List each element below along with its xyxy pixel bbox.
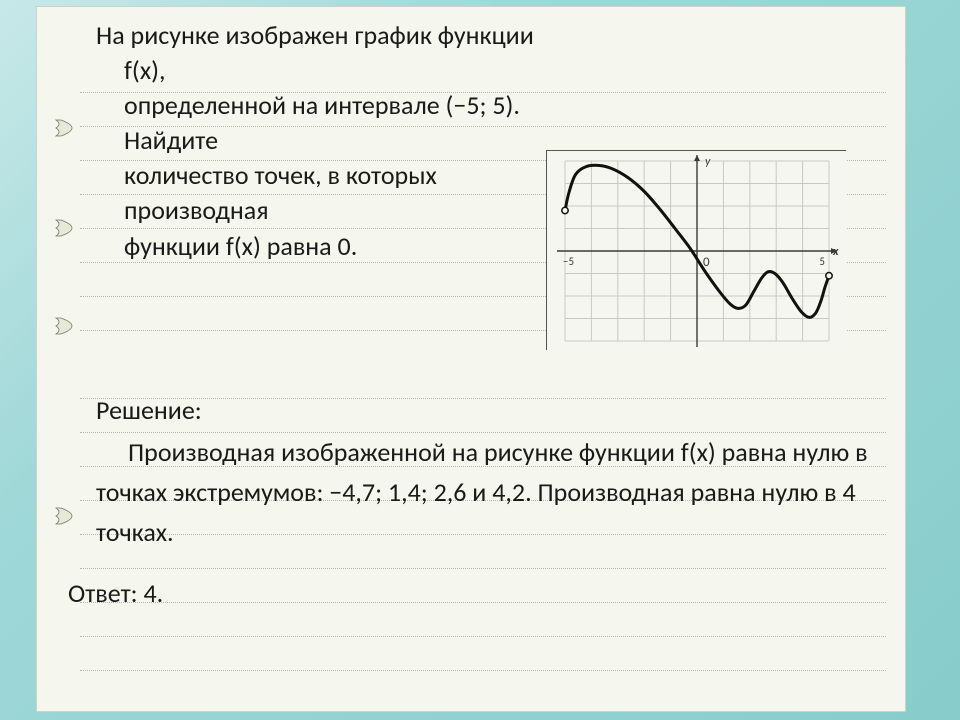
svg-text:−5: −5 (563, 255, 574, 268)
svg-text:5: 5 (819, 255, 825, 268)
solution-label: Решение: (96, 394, 876, 426)
problem-line1: На рисунке изображен график функции f(x)… (96, 19, 534, 86)
bullet-icon (54, 506, 74, 526)
content: На рисунке изображен график функции f(x)… (96, 16, 876, 609)
bullet-icon (54, 118, 74, 138)
slide: На рисунке изображен график функции f(x)… (36, 6, 906, 712)
svg-text:y: y (705, 155, 711, 169)
problem-line2: определенной на интервале (−5; 5). Найди… (124, 89, 520, 156)
problem-line3: количество точек, в которых производная (124, 159, 437, 226)
answer: Ответ: 4. (68, 577, 876, 609)
bullet-icon (54, 218, 74, 238)
solution-body: Производная изображенной на рисунке функ… (96, 432, 876, 553)
function-graph: −550xy (546, 150, 846, 350)
bullet-icon (54, 316, 74, 336)
svg-text:x: x (832, 245, 839, 259)
problem-line4: функции f(x) равна 0. (124, 230, 357, 262)
chart-svg: −550xy (547, 151, 847, 351)
